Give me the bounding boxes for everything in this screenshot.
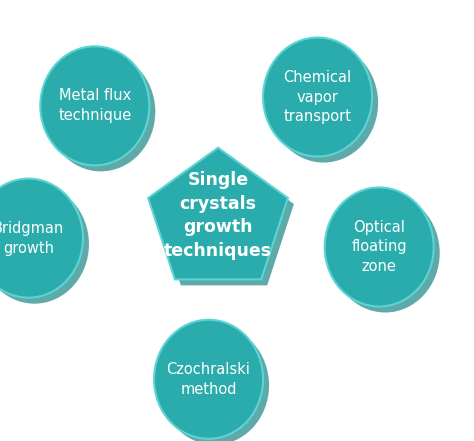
Text: Metal flux
technique: Metal flux technique <box>58 89 131 123</box>
Ellipse shape <box>0 185 89 304</box>
Ellipse shape <box>46 52 155 172</box>
Text: Optical
floating
zone: Optical floating zone <box>351 220 407 274</box>
Text: Czochralski
method: Czochralski method <box>167 362 250 396</box>
Text: Bridgman
growth: Bridgman growth <box>0 221 64 255</box>
Polygon shape <box>148 148 288 279</box>
Ellipse shape <box>40 46 149 165</box>
Ellipse shape <box>263 37 372 157</box>
Polygon shape <box>154 154 294 285</box>
Ellipse shape <box>160 326 269 441</box>
Ellipse shape <box>325 187 434 306</box>
Ellipse shape <box>331 194 440 313</box>
Ellipse shape <box>154 320 263 439</box>
Ellipse shape <box>0 179 83 298</box>
Ellipse shape <box>269 44 378 163</box>
Text: Single
crystals
growth
techniques: Single crystals growth techniques <box>164 171 272 260</box>
Text: Chemical
vapor
transport: Chemical vapor transport <box>283 70 352 124</box>
